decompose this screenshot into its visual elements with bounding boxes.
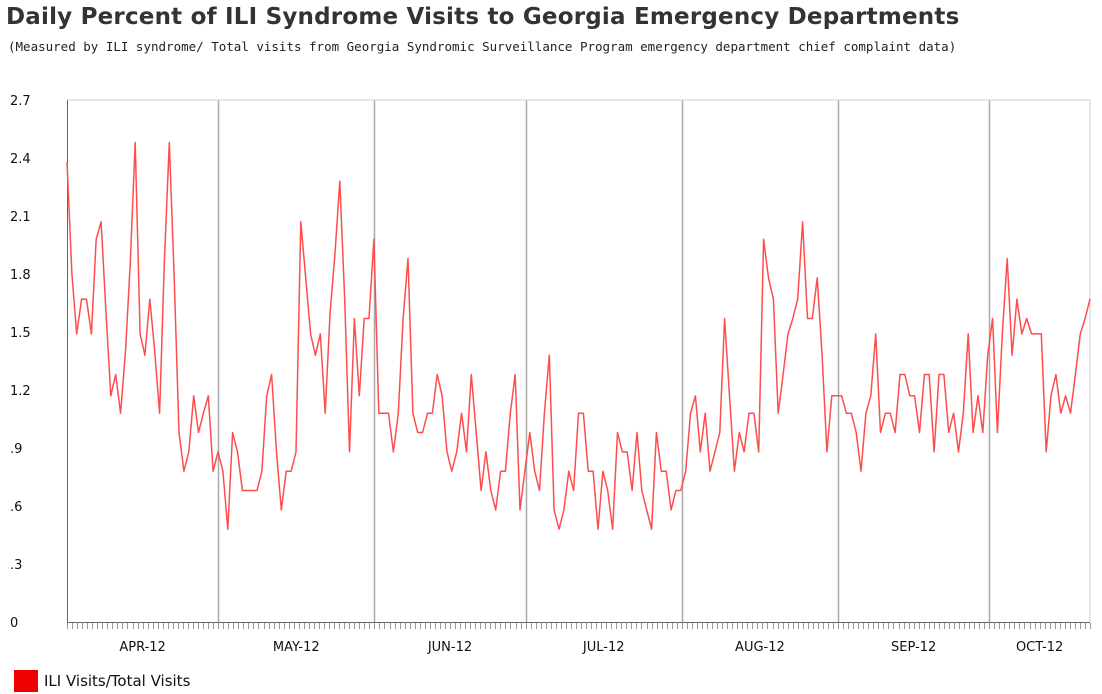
y-tick-label: .9 [10,442,22,457]
y-tick-label: 0 [10,616,18,631]
series-layer [66,141,1091,530]
chart-legend: ILI Visits/Total Visits [14,670,190,692]
series-line [66,141,1091,530]
chart-title: Daily Percent of ILI Syndrome Visits to … [6,4,960,30]
x-tick-label: MAY-12 [273,640,320,655]
legend-label: ILI Visits/Total Visits [44,672,191,690]
y-tick-label: 1.2 [10,384,31,399]
chart-axes [67,99,1091,629]
x-tick-label: SEP-12 [891,640,936,655]
y-tick-label: 2.1 [10,210,31,225]
legend-swatch [14,670,38,692]
chart-subtitle: (Measured by ILI syndrome/ Total visits … [8,39,957,54]
x-tick-label: JUN-12 [427,640,472,655]
y-tick-label: .3 [10,558,22,573]
tick-labels: APR-12 MAY-12 JUN-12 JUL-12 AUG-12 SEP-12 OCT-… [10,94,1063,655]
grid-lines [217,100,991,622]
y-tick-label: 1.8 [10,268,31,283]
y-tick-label: 2.7 [10,94,31,109]
x-tick-label: JUL-12 [582,640,625,655]
y-tick-label: 1.5 [10,326,31,341]
x-tick-label: APR-12 [119,640,165,655]
y-tick-label: 2.4 [10,152,31,167]
y-tick-label: .6 [10,500,22,515]
x-tick-label: OCT-12 [1016,640,1063,655]
x-tick-label: AUG-12 [735,640,785,655]
